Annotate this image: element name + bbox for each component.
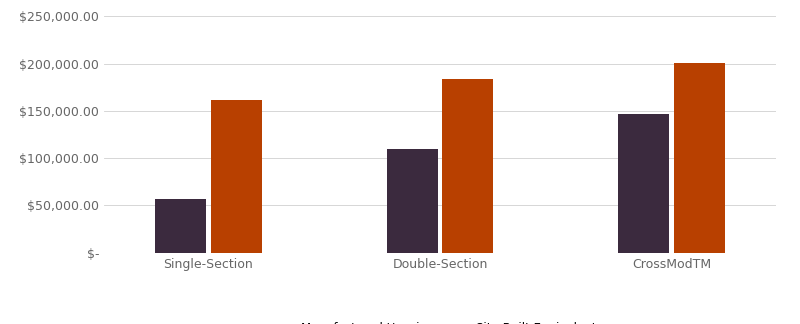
- Bar: [618, 114, 670, 253]
- Bar: [155, 199, 206, 253]
- Legend: Manufactured Housing, Site-Built Equivalent: Manufactured Housing, Site-Built Equival…: [278, 318, 602, 324]
- Bar: [674, 63, 725, 253]
- Bar: [386, 149, 438, 253]
- Bar: [442, 79, 494, 253]
- Bar: [210, 100, 262, 253]
